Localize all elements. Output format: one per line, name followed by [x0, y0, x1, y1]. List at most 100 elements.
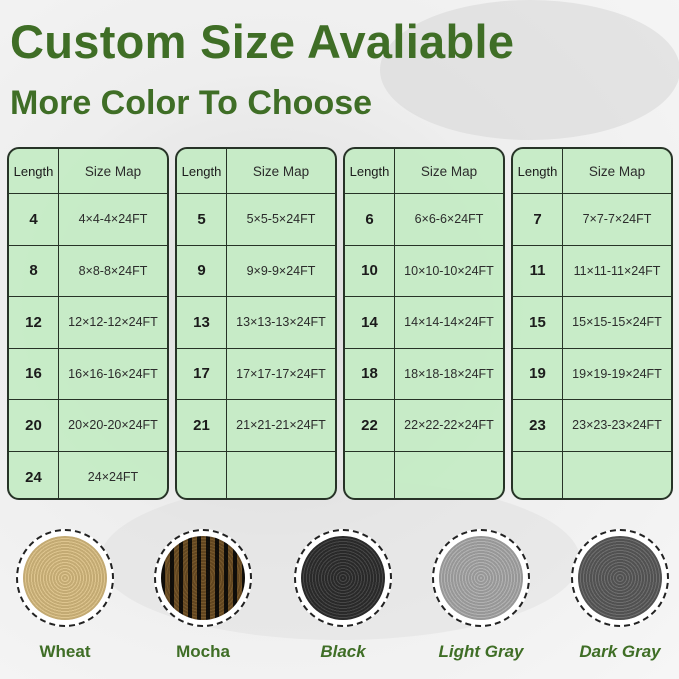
color-swatch — [571, 529, 669, 627]
color-swatch — [432, 529, 530, 627]
size-cell: 12×12-12×24FT — [68, 315, 158, 330]
size-cell: 9×9-9×24FT — [246, 263, 316, 278]
size-cell: 4×4-4×24FT — [78, 212, 148, 227]
size-table: Length Size Map 4 4×4-4×24FT 8 8×8-8×24FT 12 12… — [7, 147, 169, 500]
size-table: Length Size Map 5 5×5-5×24FT 9 9×9-9×24FT 13 13… — [175, 147, 337, 500]
length-cell: 19 — [513, 348, 563, 399]
table-row: 21 21×21-21×24FT — [177, 400, 335, 452]
table-row: 8 8×8-8×24FT — [9, 245, 167, 297]
length-cell: 20 — [9, 400, 59, 451]
length-cell — [177, 451, 227, 498]
table-row: 9 9×9-9×24FT — [177, 245, 335, 297]
color-label: Dark Gray — [579, 642, 661, 661]
table-row: 17 17×17-17×24FT — [177, 348, 335, 400]
color-label: Mocha — [176, 642, 230, 661]
size-cell: 5×5-5×24FT — [246, 212, 316, 227]
table-row: 20 20×20-20×24FT — [9, 400, 167, 452]
table-header: Length Size Map — [9, 149, 167, 194]
length-cell: 6 — [345, 194, 395, 245]
table-row: 18 18×18-18×24FT — [345, 348, 503, 400]
table-row: 14 14×14-14×24FT — [345, 297, 503, 349]
table-row: 16 16×16-16×24FT — [9, 348, 167, 400]
color-label: Wheat — [39, 642, 91, 661]
length-cell: 10 — [345, 245, 395, 296]
length-cell: 16 — [9, 348, 59, 399]
table-row: 4 4×4-4×24FT — [9, 194, 167, 246]
size-table: Length Size Map 7 7×7-7×24FT 11 11×11-11×24FT… — [511, 147, 673, 500]
length-cell — [345, 451, 395, 498]
header-length: Length — [9, 149, 59, 193]
length-cell: 22 — [345, 400, 395, 451]
length-cell: 21 — [177, 400, 227, 451]
size-cell: 23×23-23×24FT — [572, 418, 662, 433]
header-length: Length — [345, 149, 395, 193]
table-row: 24 24×24FT — [9, 451, 167, 498]
size-cell: 14×14-14×24FT — [404, 315, 494, 330]
table-row: 5 5×5-5×24FT — [177, 194, 335, 246]
background-machine — [380, 0, 679, 140]
color-label: Light Gray — [438, 642, 524, 661]
color-swatch — [154, 529, 252, 627]
page-title: Custom Size Avaliable — [10, 15, 515, 68]
size-cell: 10×10-10×24FT — [404, 263, 494, 278]
length-cell: 24 — [9, 451, 59, 498]
swatch-fabric — [161, 536, 245, 620]
table-row — [345, 451, 503, 499]
table-row: 13 13×13-13×24FT — [177, 297, 335, 349]
table-row: 6 6×6-6×24FT — [345, 194, 503, 246]
table-header: Length Size Map — [177, 149, 335, 194]
size-table: Length Size Map 6 6×6-6×24FT 10 10×10-10×24FT… — [343, 147, 505, 500]
header-size-map: Size Map — [252, 163, 310, 179]
size-cell: 13×13-13×24FT — [236, 315, 326, 330]
length-cell: 23 — [513, 400, 563, 451]
table-header: Length Size Map — [345, 149, 503, 194]
size-cell: 18×18-18×24FT — [404, 366, 494, 381]
table-row: 15 15×15-15×24FT — [513, 297, 671, 349]
size-cell: 22×22-22×24FT — [404, 418, 494, 433]
table-row: 12 12×12-12×24FT — [9, 297, 167, 349]
header-size-map: Size Map — [420, 163, 478, 179]
size-cell: 20×20-20×24FT — [68, 418, 158, 433]
size-cell: 16×16-16×24FT — [68, 366, 158, 381]
length-cell: 4 — [9, 194, 59, 245]
size-cell: 24×24FT — [87, 470, 139, 485]
size-cell — [227, 452, 335, 499]
header-size-map: Size Map — [84, 163, 142, 179]
table-row: 10 10×10-10×24FT — [345, 245, 503, 297]
length-cell: 12 — [9, 297, 59, 348]
color-label: Black — [320, 642, 366, 661]
size-cell: 15×15-15×24FT — [572, 315, 662, 330]
length-cell: 13 — [177, 297, 227, 348]
color-swatch — [294, 529, 392, 627]
length-cell: 17 — [177, 348, 227, 399]
swatch-fabric — [23, 536, 107, 620]
header-length: Length — [177, 149, 227, 193]
table-row: 19 19×19-19×24FT — [513, 348, 671, 400]
length-cell: 9 — [177, 245, 227, 296]
table-row: 23 23×23-23×24FT — [513, 400, 671, 452]
size-cell — [563, 452, 671, 499]
table-row — [177, 451, 335, 499]
table-row — [513, 451, 671, 499]
length-cell — [513, 451, 563, 498]
header-size-map: Size Map — [588, 163, 646, 179]
size-cell: 21×21-21×24FT — [236, 418, 326, 433]
page-subtitle: More Color To Choose — [10, 84, 373, 122]
length-cell: 11 — [513, 245, 563, 296]
table-row: 22 22×22-22×24FT — [345, 400, 503, 452]
length-cell: 18 — [345, 348, 395, 399]
table-row: 11 11×11-11×24FT — [513, 245, 671, 297]
swatch-fabric — [578, 536, 662, 620]
header-length: Length — [513, 149, 563, 193]
table-header: Length Size Map — [513, 149, 671, 194]
size-cell: 19×19-19×24FT — [572, 366, 662, 381]
size-cell: 7×7-7×24FT — [582, 212, 652, 227]
length-cell: 5 — [177, 194, 227, 245]
color-swatch — [16, 529, 114, 627]
size-cell — [395, 452, 503, 499]
size-cell: 8×8-8×24FT — [78, 263, 148, 278]
length-cell: 8 — [9, 245, 59, 296]
swatch-fabric — [301, 536, 385, 620]
length-cell: 7 — [513, 194, 563, 245]
size-cell: 11×11-11×24FT — [573, 263, 661, 278]
